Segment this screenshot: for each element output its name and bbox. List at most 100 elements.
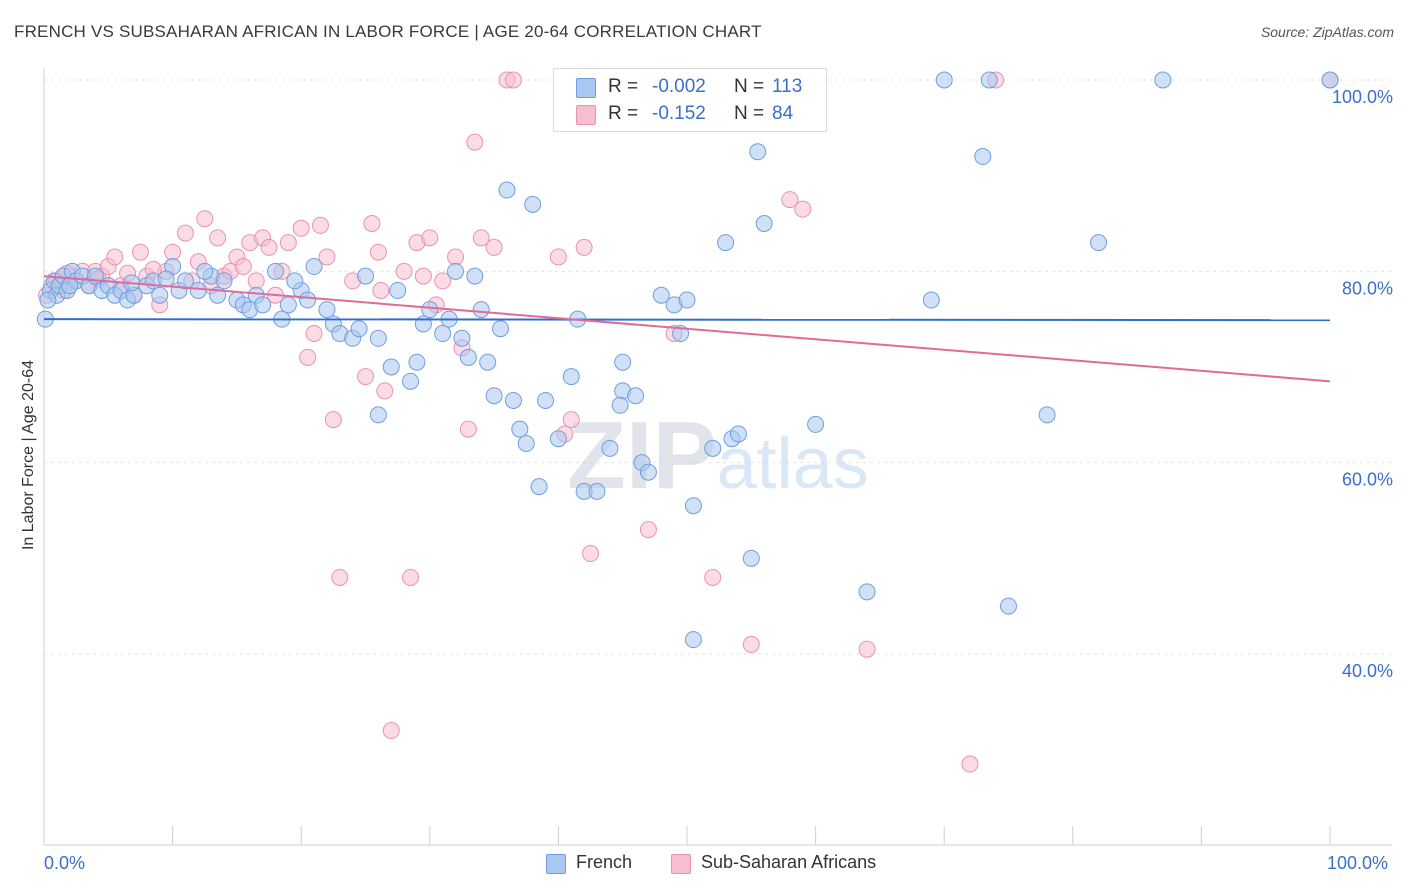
french-point (492, 320, 510, 338)
french-point (611, 396, 629, 414)
french-point (614, 353, 632, 371)
french-point (389, 281, 407, 299)
subsaharan-point (575, 238, 593, 256)
french-point (279, 296, 297, 314)
y-tick-label: 60.0% (1342, 470, 1393, 490)
french-point (176, 272, 194, 290)
french-point (357, 267, 374, 285)
french-point (479, 353, 497, 371)
french-point (639, 463, 657, 481)
subsaharan-point (247, 272, 265, 290)
french-point (717, 234, 735, 252)
french-point (742, 549, 760, 567)
french-point (1000, 597, 1017, 615)
french-point (39, 291, 57, 309)
french-point (684, 497, 702, 515)
french-point (485, 387, 503, 405)
subsaharan-point (485, 238, 503, 256)
legend-n-value-subsaharan: 84 (772, 103, 794, 124)
french-point (305, 258, 323, 276)
french-point (421, 301, 439, 319)
legend-swatch-french (576, 78, 596, 98)
french-point (196, 262, 214, 280)
french-points (36, 71, 1339, 649)
french-point (974, 148, 992, 166)
subsaharan-point (504, 71, 522, 89)
french-point (755, 215, 773, 232)
french-point (729, 425, 747, 443)
french-point (157, 270, 175, 288)
french-point (382, 358, 400, 376)
subsaharan-point (209, 229, 227, 247)
subsaharan-point (292, 219, 310, 237)
subsaharan-point (331, 568, 349, 586)
subsaharan-point (382, 722, 400, 740)
french-point (254, 296, 272, 314)
subsaharan-point (704, 568, 722, 586)
subsaharan-point (395, 262, 413, 280)
french-point (504, 391, 522, 409)
legend-n-label: N = (734, 76, 765, 97)
french-point (684, 631, 702, 649)
x-tick-label-max: 100.0% (1327, 853, 1389, 873)
french-point (1038, 406, 1056, 424)
subsaharan-trend-line (43, 275, 1331, 383)
french-point (350, 320, 368, 338)
french-point (1090, 234, 1108, 252)
chart-title: FRENCH VS SUBSAHARAN AFRICAN IN LABOR FO… (14, 22, 762, 41)
subsaharan-point (466, 133, 484, 151)
legend-r-label: R = (608, 103, 639, 124)
subsaharan-point (318, 248, 336, 266)
y-tick-label: 100.0% (1332, 87, 1393, 107)
french-point (601, 439, 619, 457)
legend-r-value-french: -0.002 (652, 76, 706, 97)
subsaharan-point (472, 229, 490, 247)
french-point (459, 348, 477, 366)
french-point (1154, 71, 1172, 89)
subsaharan-point (794, 200, 812, 218)
correlation-legend: R = -0.002 N = 113 R = -0.152 N = 84 (553, 68, 827, 132)
french-point (627, 387, 645, 405)
french-point (524, 195, 542, 213)
subsaharan-point (459, 420, 477, 438)
bottom-legend-swatch-subsaharan (671, 854, 691, 874)
french-point (266, 262, 284, 280)
french-point (414, 315, 432, 333)
french-point (511, 420, 529, 438)
y-tick-labels: 100.0% 80.0% 60.0% 40.0% (1332, 87, 1393, 681)
french-point (588, 482, 606, 500)
subsaharan-point (549, 248, 567, 266)
french-point (530, 478, 548, 496)
bottom-legend-label-french: French (576, 852, 633, 872)
subsaharan-point (858, 640, 876, 658)
axes (43, 68, 1392, 846)
french-point (807, 415, 825, 433)
french-point (562, 368, 580, 386)
subsaharan-point (234, 258, 252, 276)
french-point (408, 353, 426, 371)
trend-lines (43, 275, 1331, 383)
french-point (537, 391, 555, 409)
french-trend-line (43, 318, 1331, 322)
x-tick-label-min: 0.0% (44, 853, 86, 873)
french-point (549, 430, 567, 448)
french-point (286, 272, 304, 290)
legend-n-label: N = (734, 103, 765, 124)
french-point (189, 281, 207, 299)
subsaharan-point (196, 210, 214, 228)
subsaharan-point (961, 755, 979, 773)
french-point (61, 277, 79, 295)
subsaharan-point (421, 229, 439, 247)
french-point (652, 286, 670, 304)
legend-n-value-french: 113 (772, 76, 803, 97)
french-point (704, 439, 722, 457)
subsaharan-point (311, 216, 329, 234)
subsaharan-point (305, 325, 323, 343)
french-point (980, 71, 998, 89)
subsaharan-point (639, 521, 657, 539)
legend-r-value-subsaharan: -0.152 (652, 103, 706, 124)
subsaharan-point (447, 248, 465, 266)
subsaharan-point (781, 191, 799, 209)
subsaharan-point (106, 248, 124, 266)
y-tick-label: 80.0% (1342, 278, 1393, 298)
